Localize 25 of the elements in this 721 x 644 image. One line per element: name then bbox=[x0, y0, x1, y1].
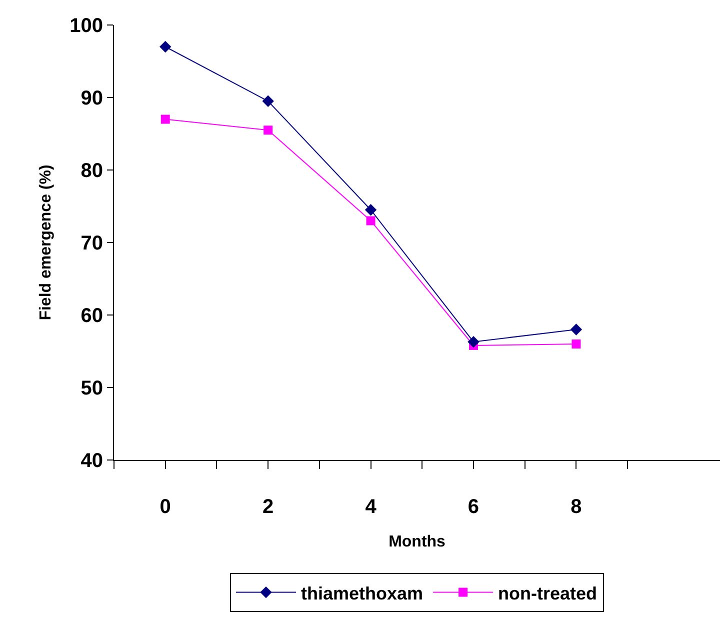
point bbox=[262, 95, 274, 107]
x-tick-label: 6 bbox=[468, 496, 480, 518]
point bbox=[366, 216, 376, 226]
y-tick-label: 90 bbox=[80, 88, 103, 110]
y-tick-label: 70 bbox=[80, 232, 103, 254]
y-tick-label: 80 bbox=[80, 160, 103, 182]
x-tick-label: 0 bbox=[160, 496, 171, 518]
y-axis-title: Field emergence (%) bbox=[38, 164, 55, 320]
y-tick-label: 60 bbox=[80, 305, 103, 327]
y-tick-label: 100 bbox=[70, 15, 103, 37]
x-tick-label: 2 bbox=[262, 496, 274, 518]
y-tick-label: 40 bbox=[80, 450, 103, 472]
legend-label: non-treated bbox=[498, 583, 598, 604]
point bbox=[468, 336, 480, 348]
point bbox=[572, 340, 581, 348]
point bbox=[570, 324, 582, 336]
legend-label: thiamethoxam bbox=[301, 583, 424, 604]
point bbox=[264, 126, 273, 135]
x-tick-label: 8 bbox=[570, 496, 582, 518]
point bbox=[160, 114, 170, 124]
point bbox=[364, 204, 377, 216]
point bbox=[160, 40, 172, 53]
x-tick-label: 4 bbox=[365, 496, 378, 518]
x-axis-title: Months bbox=[388, 534, 446, 551]
y-tick-label: 50 bbox=[80, 378, 103, 400]
